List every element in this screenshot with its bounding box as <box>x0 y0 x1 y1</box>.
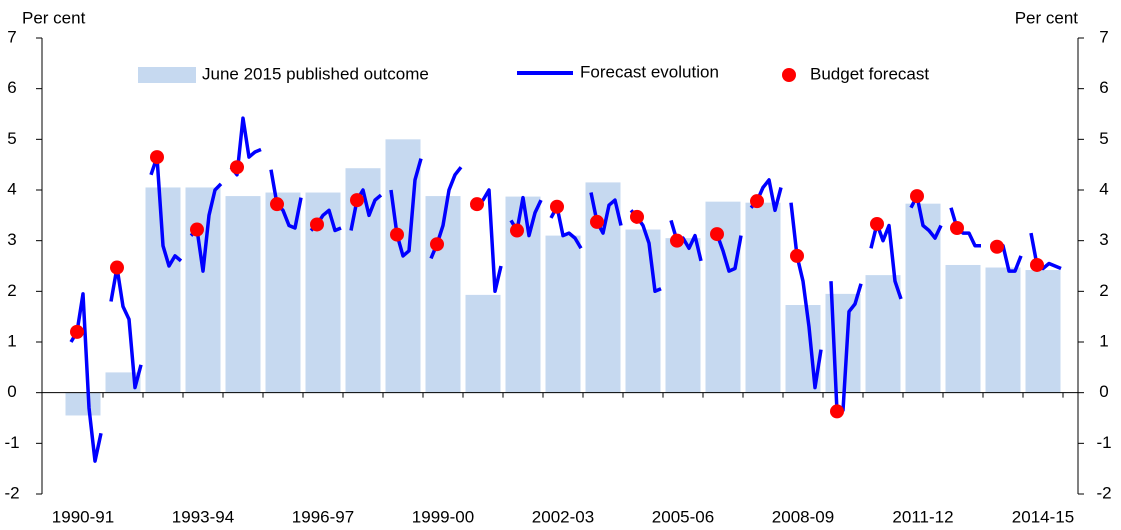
forecast-line <box>829 281 863 414</box>
budget-dot <box>870 216 884 231</box>
x-tick-label: 2014-15 <box>1012 507 1074 526</box>
budget-dot <box>990 239 1004 254</box>
axes <box>36 37 1084 495</box>
forecast-line <box>389 158 423 258</box>
x-tick-label: 1999-00 <box>412 507 474 526</box>
y2-tick-label: 7 <box>1099 27 1108 46</box>
budget-dot <box>790 248 804 263</box>
y-tick-label: 0 <box>7 382 16 401</box>
legend-swatch <box>138 67 196 83</box>
y-axis-label: Per cent <box>22 8 86 27</box>
bar <box>665 238 701 393</box>
legend-label: Forecast evolution <box>580 62 719 81</box>
budget-dot <box>1030 257 1044 272</box>
budget-dot <box>550 199 564 214</box>
budget-dot <box>350 193 364 208</box>
x-tick-label: 2011-12 <box>892 507 953 526</box>
budget-dot <box>750 194 764 209</box>
y2-tick-label: -1 <box>1096 433 1111 452</box>
y2-tick-label: 4 <box>1099 179 1108 198</box>
budget-dot <box>710 227 724 242</box>
budget-dot <box>910 189 924 204</box>
bar <box>65 392 101 416</box>
budget-dot <box>430 237 444 252</box>
bar <box>865 275 901 393</box>
x-tick-label: 2002-03 <box>532 507 594 526</box>
budget-dot <box>270 197 284 212</box>
y-tick-label: -1 <box>4 433 19 452</box>
bar <box>105 372 141 393</box>
y2-axis-label: Per cent <box>1015 8 1079 27</box>
x-tick-label: 2005-06 <box>652 507 714 526</box>
budget-dot <box>470 197 484 212</box>
bar <box>1025 270 1061 393</box>
y-tick-label: 4 <box>7 179 16 198</box>
forecast-line <box>109 265 143 390</box>
bar <box>945 264 981 393</box>
budget-dot <box>150 150 164 165</box>
y2-tick-label: 0 <box>1099 382 1108 401</box>
x-tick-label: 1990-91 <box>52 507 114 526</box>
bar <box>705 201 741 393</box>
budget-dot <box>510 223 524 238</box>
legend-label: Budget forecast <box>810 64 929 83</box>
y2-tick-label: 2 <box>1099 281 1108 300</box>
x-tick-label: 2008-09 <box>772 507 834 526</box>
y2-tick-label: 6 <box>1099 78 1108 97</box>
bar <box>225 196 261 393</box>
bar <box>585 182 621 393</box>
budget-dot <box>70 324 84 339</box>
budget-dot <box>310 217 324 232</box>
budget-dot <box>390 227 404 242</box>
budget-dot <box>950 221 964 235</box>
bar <box>465 294 501 393</box>
y-tick-label: 3 <box>7 230 16 249</box>
budget-dot <box>230 160 244 175</box>
x-tick-label: 1996-97 <box>292 507 354 526</box>
y2-tick-label: 3 <box>1099 230 1108 249</box>
bar <box>745 202 781 393</box>
bar <box>545 235 581 393</box>
budget-dot <box>630 209 644 224</box>
bar <box>985 267 1021 393</box>
bar <box>505 196 541 393</box>
y-tick-label: 1 <box>7 331 16 350</box>
y-tick-label: 2 <box>7 281 16 300</box>
y-tick-label: 6 <box>7 78 16 97</box>
budget-dot <box>670 233 684 248</box>
y2-tick-label: 1 <box>1099 331 1108 350</box>
bars <box>65 139 1061 416</box>
bar <box>905 203 941 393</box>
y-tick-label: 7 <box>7 27 16 46</box>
legend-label: June 2015 published outcome <box>202 64 429 83</box>
legend-swatch <box>782 68 796 82</box>
bar <box>185 187 221 393</box>
bar <box>145 187 181 393</box>
x-tick-label: 1993-94 <box>172 507 234 526</box>
y2-tick-label: -2 <box>1096 483 1111 502</box>
y-tick-label: 5 <box>7 129 16 148</box>
budget-dot <box>110 260 124 275</box>
y-tick-label: -2 <box>4 483 19 502</box>
budget-dot <box>830 404 844 419</box>
forecast-line <box>789 202 823 390</box>
bar <box>625 229 661 393</box>
forecast-line <box>69 292 103 463</box>
y2-tick-label: 5 <box>1099 129 1108 148</box>
budget-dot <box>590 214 604 229</box>
dots <box>70 150 1044 419</box>
budget-dot <box>190 222 204 237</box>
